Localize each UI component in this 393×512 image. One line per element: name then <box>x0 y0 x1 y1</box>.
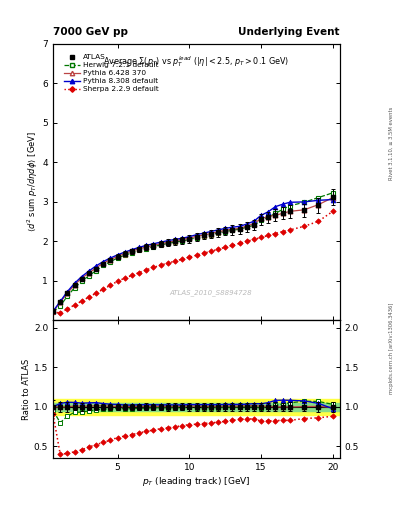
Text: ATLAS_2010_S8894728: ATLAS_2010_S8894728 <box>169 289 252 296</box>
Legend: ATLAS, Herwig 7.2.1 default, Pythia 6.428 370, Pythia 8.308 default, Sherpa 2.2.: ATLAS, Herwig 7.2.1 default, Pythia 6.42… <box>62 53 160 94</box>
Y-axis label: Ratio to ATLAS: Ratio to ATLAS <box>22 358 31 420</box>
Text: Underlying Event: Underlying Event <box>239 27 340 37</box>
Text: 7000 GeV pp: 7000 GeV pp <box>53 27 128 37</box>
Bar <box>53 403 340 411</box>
Text: Average $\Sigma(p_T)$ vs $p_T^{lead}$ ($|\eta| < 2.5$, $p_T > 0.1$ GeV): Average $\Sigma(p_T)$ vs $p_T^{lead}$ ($… <box>103 55 290 70</box>
Text: mcplots.cern.ch [arXiv:1306.3436]: mcplots.cern.ch [arXiv:1306.3436] <box>389 303 393 394</box>
Bar <box>53 399 340 415</box>
Y-axis label: $\langle d^2$ sum $p_T/d\eta d\phi\rangle$ [GeV]: $\langle d^2$ sum $p_T/d\eta d\phi\rangl… <box>25 131 40 232</box>
X-axis label: $p_T$ (leading track) [GeV]: $p_T$ (leading track) [GeV] <box>142 475 251 488</box>
Text: Rivet 3.1.10, ≥ 3.5M events: Rivet 3.1.10, ≥ 3.5M events <box>389 106 393 180</box>
